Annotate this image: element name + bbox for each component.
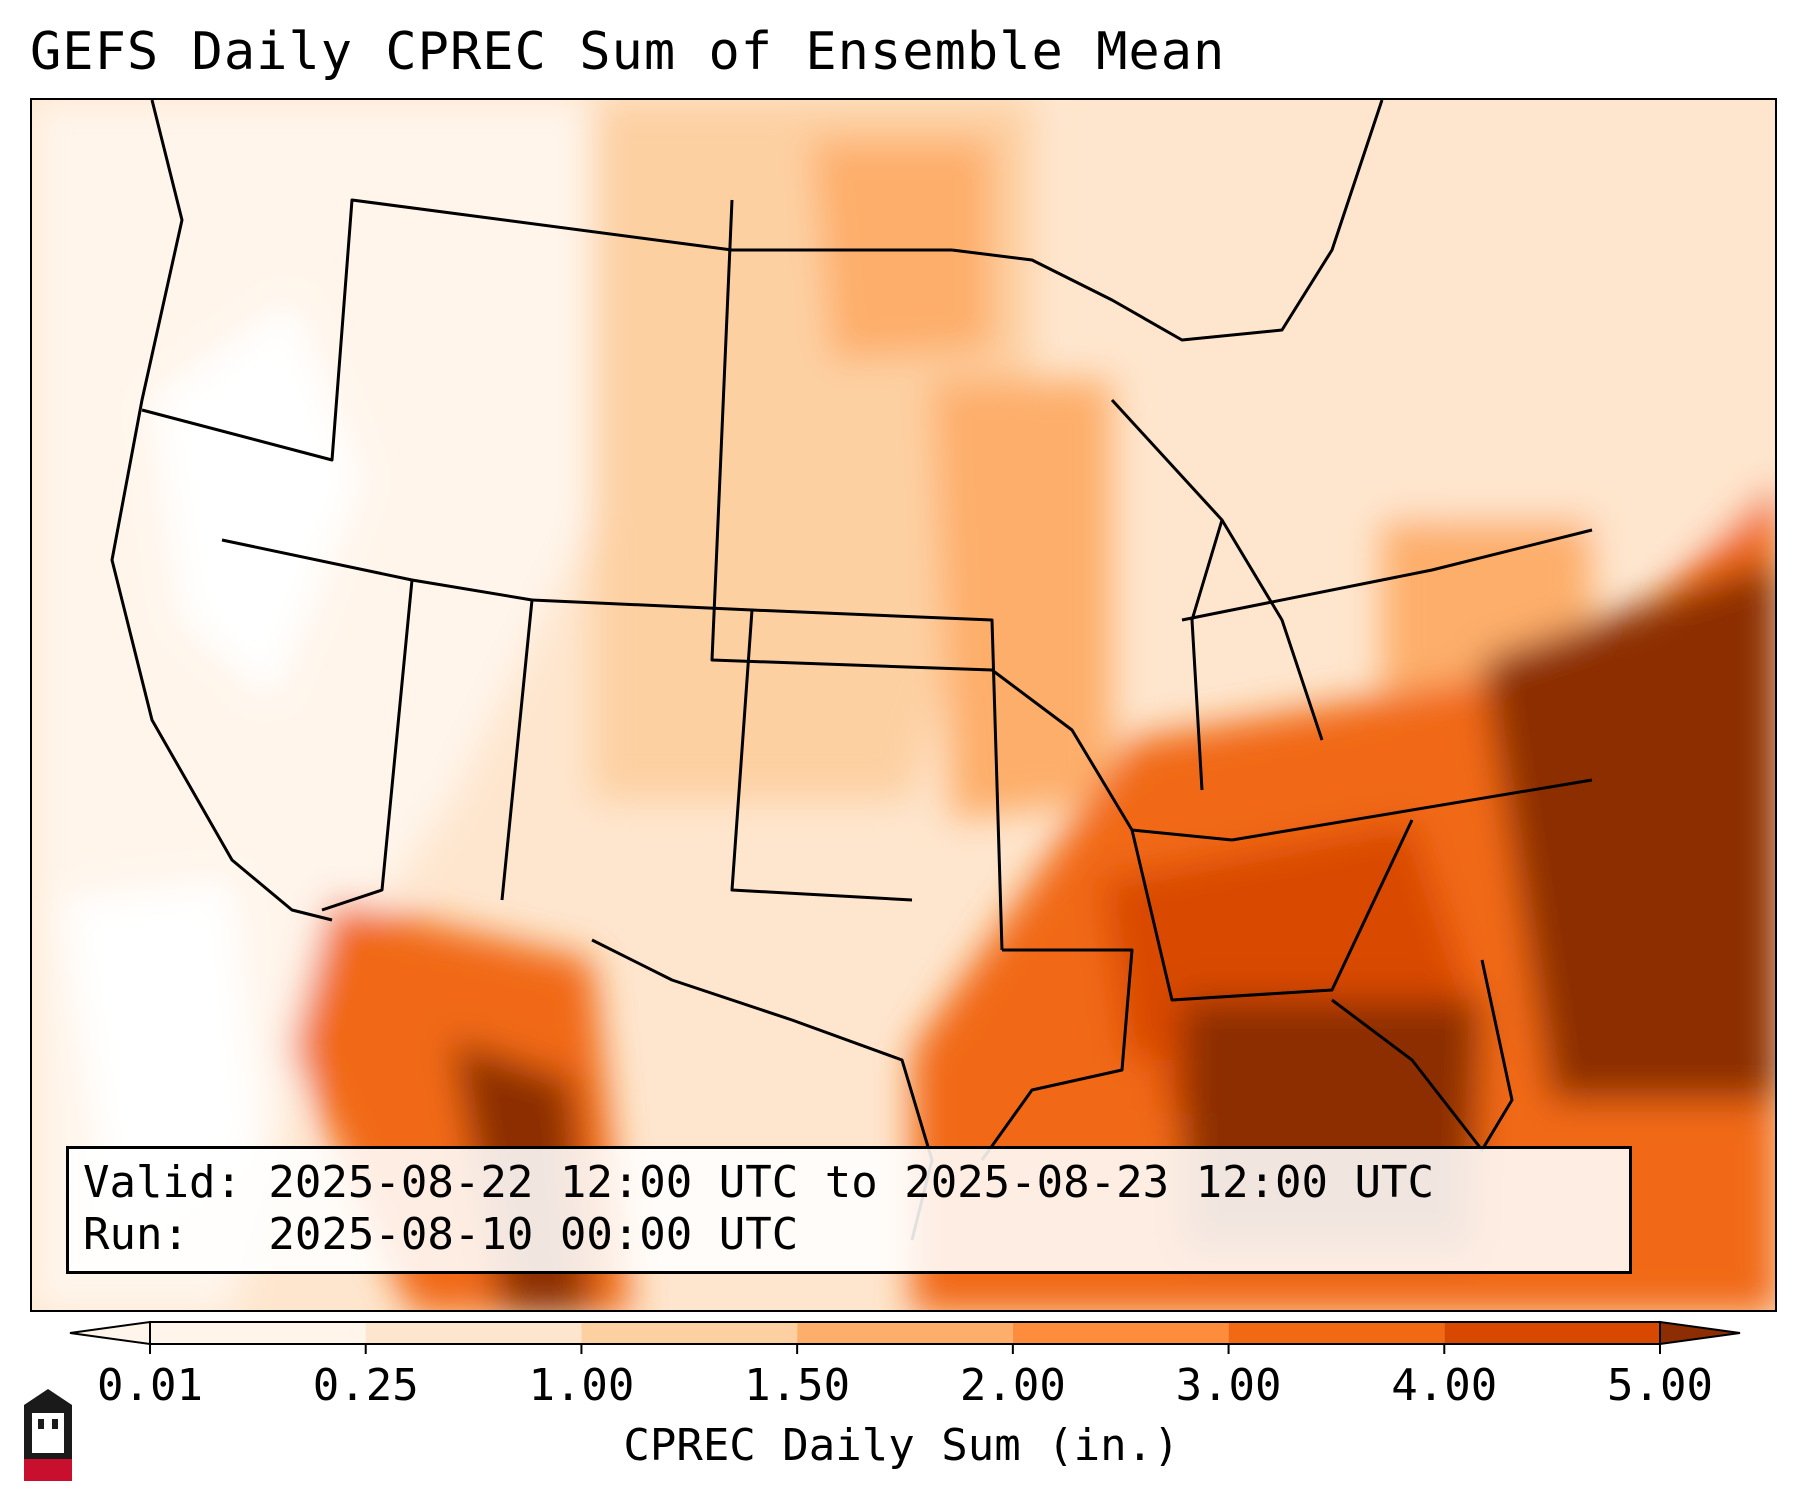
niu-logo: [24, 1389, 72, 1481]
run-time-text: Run: 2025-08-10 00:00 UTC: [83, 1209, 799, 1260]
map-title: GEFS Daily CPREC Sum of Ensemble Mean: [30, 22, 1226, 82]
colorbar-extend-low: [69, 1320, 151, 1346]
precip-field: [32, 100, 1775, 1310]
colorbar-tick-label: 3.00: [1175, 1360, 1282, 1411]
colorbar-segment: [1444, 1322, 1660, 1344]
colorbar-tick-label: 0.01: [97, 1360, 203, 1411]
colorbar-tick-label: 2.00: [959, 1360, 1066, 1411]
colorbar-tick-label: 1.50: [744, 1360, 851, 1411]
colorbar-label: CPREC Daily Sum (in.): [623, 1420, 1180, 1471]
colorbar-segment: [1012, 1322, 1229, 1344]
colorbar-segment: [1228, 1322, 1445, 1344]
colorbar-extend-high: [1659, 1320, 1741, 1346]
map-canvas: [32, 100, 1775, 1310]
colorbar-segment: [150, 1322, 366, 1344]
precipitation-map: [30, 98, 1777, 1312]
colorbar-segment: [581, 1322, 798, 1344]
valid-time-text: Valid: 2025-08-22 12:00 UTC to 2025-08-2…: [83, 1157, 1435, 1208]
colorbar-segment: [797, 1322, 1013, 1344]
colorbar-segments: [69, 1320, 1741, 1354]
colorbar-tick-label: 4.00: [1391, 1360, 1498, 1411]
valid-run-box: Valid: 2025-08-22 12:00 UTC to 2025-08-2…: [66, 1146, 1632, 1274]
colorbar-tick-label: 1.00: [528, 1360, 635, 1411]
colorbar-tick-label: 0.25: [312, 1360, 419, 1411]
state-boundaries: [110, 100, 1593, 1241]
colorbar-tick-label: 5.00: [1607, 1360, 1713, 1411]
colorbar-segment: [365, 1322, 582, 1344]
colorbar-outline: [149, 1321, 1661, 1345]
